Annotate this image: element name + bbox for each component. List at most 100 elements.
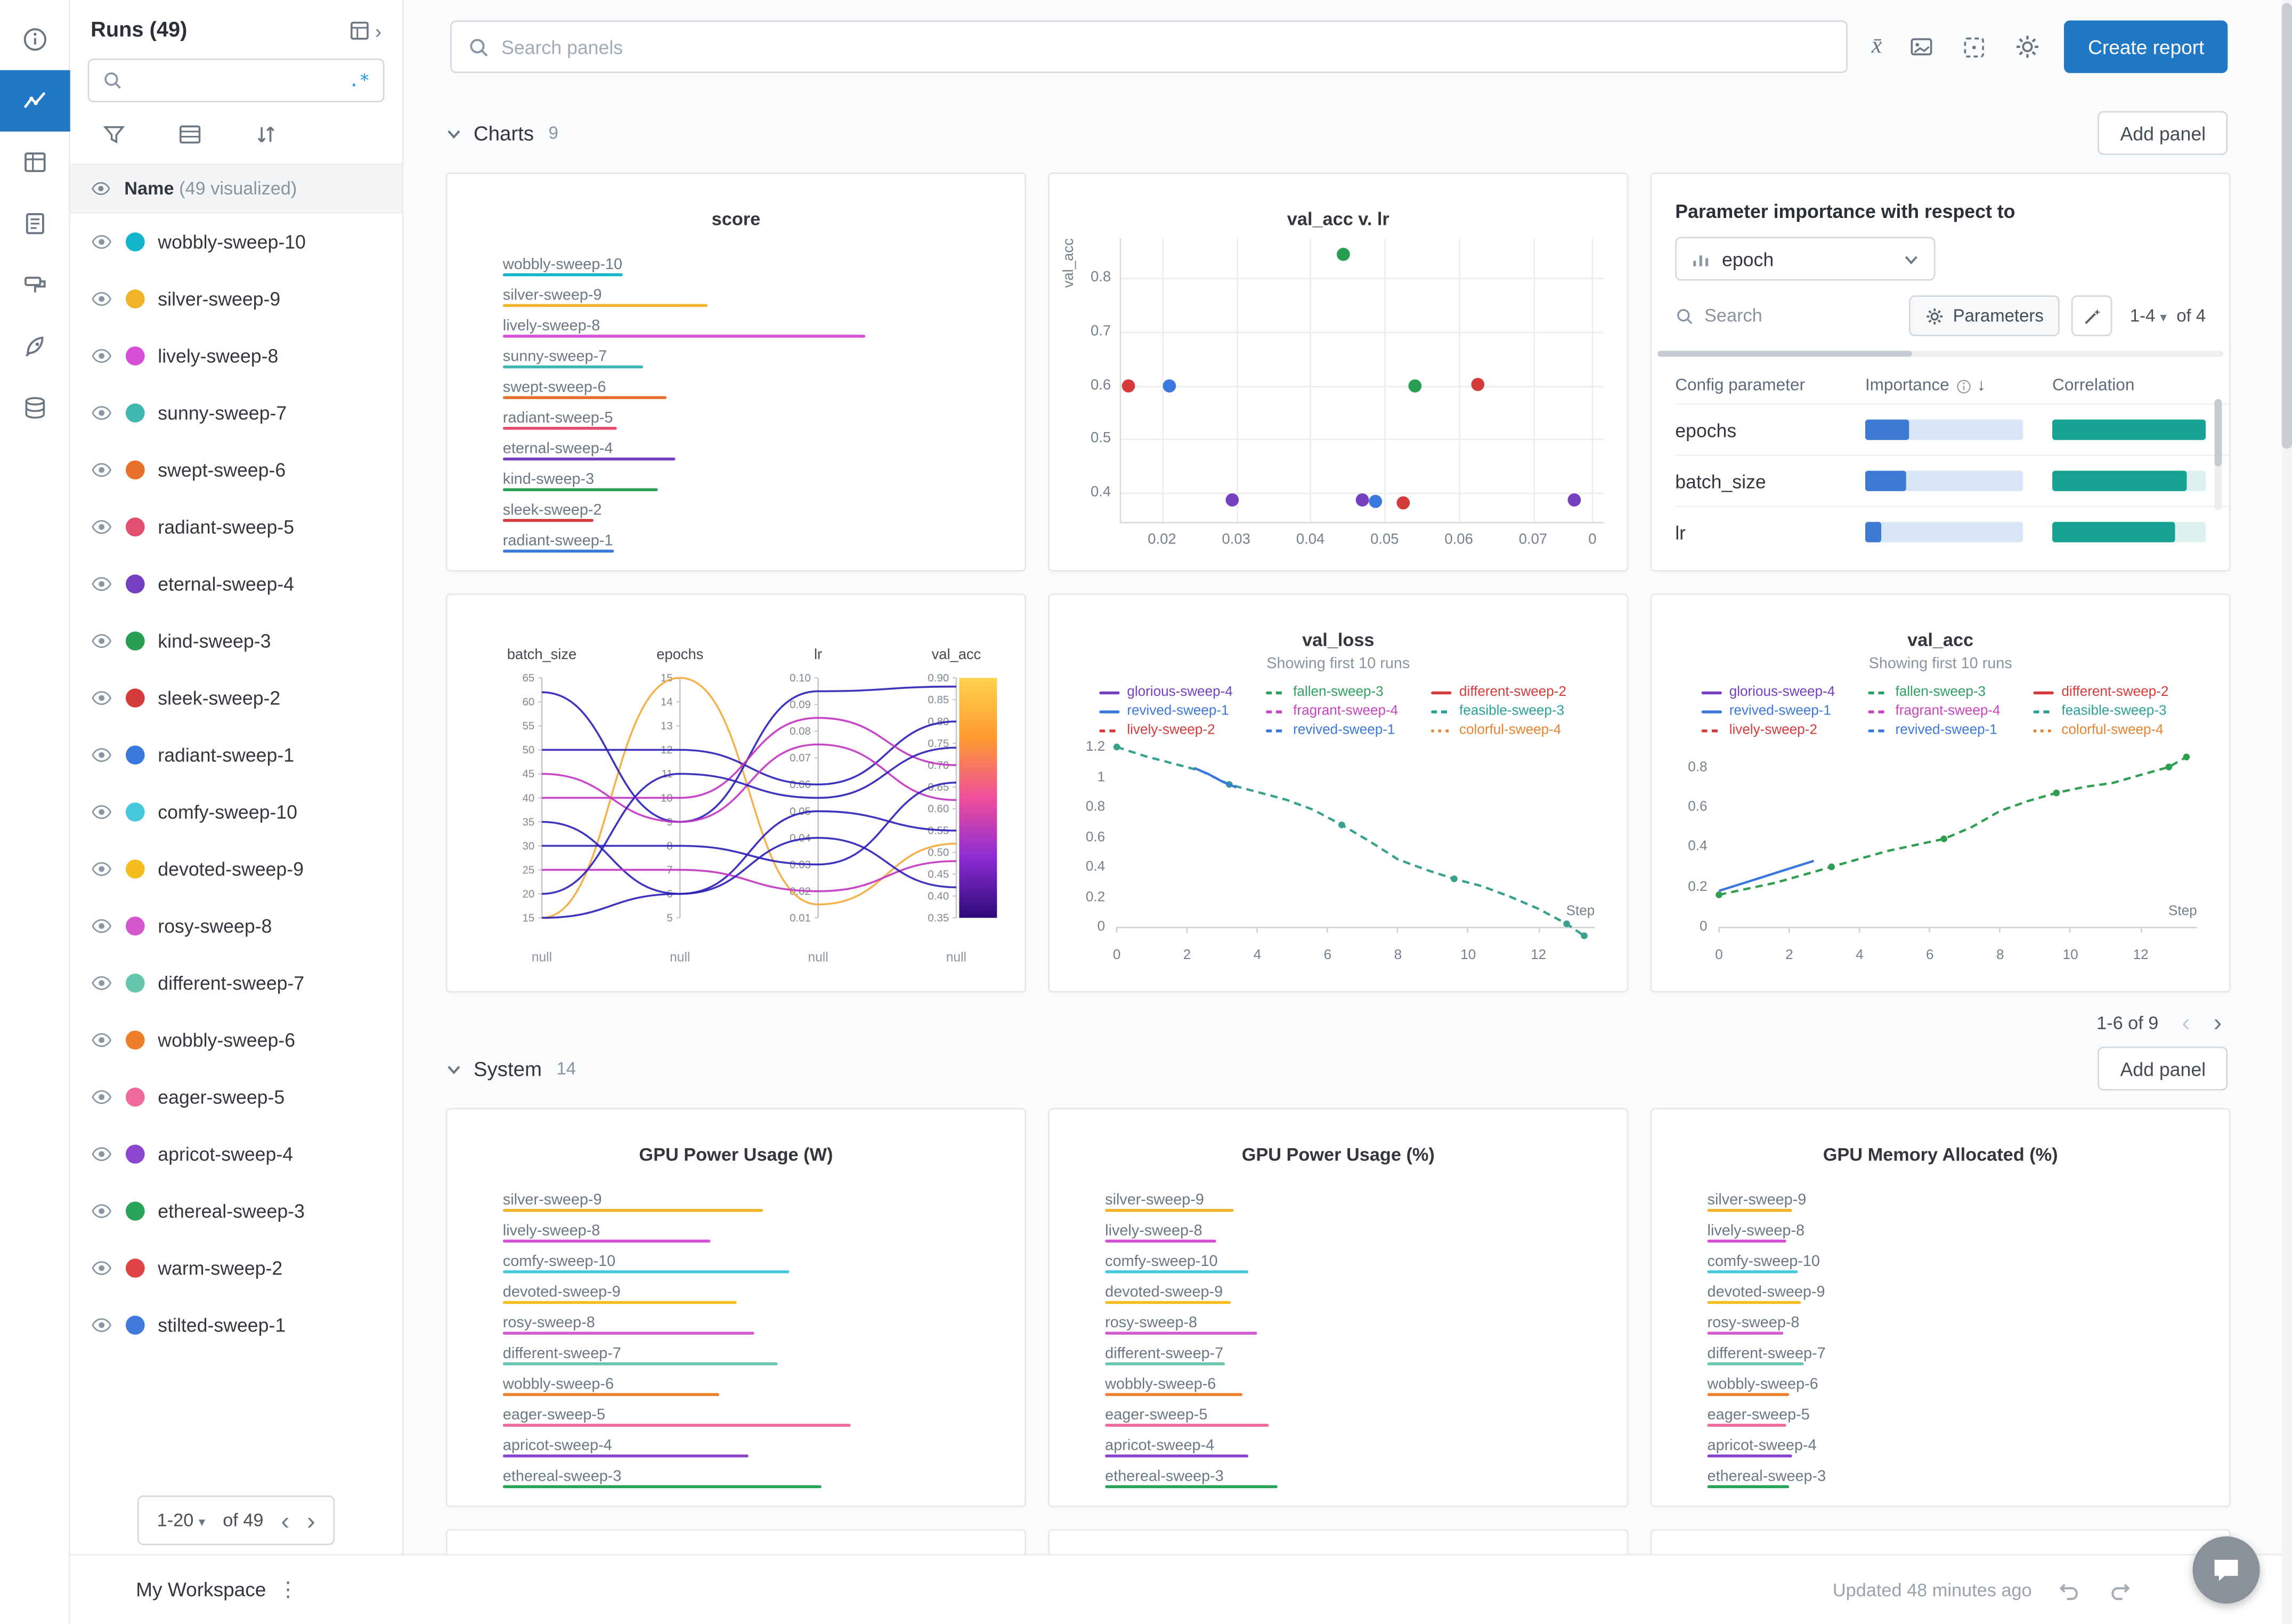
run-row[interactable]: silver-sweep-9 [70, 271, 402, 328]
run-row[interactable]: radiant-sweep-1 [70, 727, 402, 784]
legend-item[interactable]: lively-sweep-8 [502, 1216, 1025, 1247]
next-page-button[interactable]: › [2213, 1009, 2222, 1037]
run-row[interactable]: stilted-sweep-1 [70, 1297, 402, 1354]
legend-item[interactable]: colorful-sweep-4 [2034, 722, 2191, 738]
chevron-down-icon[interactable] [446, 1060, 462, 1076]
legend-item[interactable]: lively-sweep-8 [1105, 1216, 1627, 1247]
magic-wand-icon[interactable] [2071, 295, 2112, 337]
scatter-point[interactable] [1408, 379, 1421, 392]
legend-item[interactable]: wobbly-sweep-6 [502, 1370, 1025, 1401]
legend-item[interactable]: ethereal-sweep-3 [1707, 1462, 2229, 1493]
legend-item[interactable]: different-sweep-2 [1431, 684, 1589, 700]
next-page-button[interactable]: › [306, 1506, 315, 1534]
charts-workspace-icon[interactable] [0, 70, 70, 132]
legend-item[interactable]: swept-sweep-6 [502, 373, 1025, 404]
panel-parameter-importance[interactable]: Parameter importance with respect to epo… [1650, 172, 2231, 572]
legend-item[interactable]: eager-sweep-5 [1707, 1400, 2229, 1431]
col-correlation[interactable]: Correlation [2052, 377, 2135, 395]
create-report-button[interactable]: Create report [2065, 20, 2228, 74]
legend-item[interactable]: glorious-sweep-4 [1701, 684, 1859, 700]
legend-item[interactable]: fragrant-sweep-4 [1867, 703, 2025, 719]
chevron-down-icon[interactable] [446, 125, 462, 141]
sort-icon[interactable] [254, 123, 278, 146]
window-scrollbar[interactable] [2281, 0, 2292, 1624]
horizontal-scrollbar[interactable] [1657, 351, 2224, 357]
run-row[interactable]: lively-sweep-8 [70, 328, 402, 385]
run-row[interactable]: kind-sweep-3 [70, 613, 402, 670]
panel-parallel-coordinates[interactable]: batch_size 65 60 55 50 45 40 35 30 25 20 15 null epoc… [445, 593, 1027, 993]
legend-item[interactable]: glorious-sweep-4 [1099, 684, 1256, 700]
legend-item[interactable]: silver-sweep-9 [1105, 1185, 1627, 1216]
legend-item[interactable]: different-sweep-7 [1105, 1339, 1627, 1370]
visibility-eye-icon[interactable] [91, 288, 112, 310]
panel-gpu-power-pct[interactable]: GPU Power Usage (%) silver-sweep-9 lively… [1048, 1108, 1629, 1507]
legend-item[interactable]: fallen-sweep-3 [1867, 684, 2025, 700]
metric-select[interactable]: epoch [1675, 237, 1936, 281]
select-tool-icon[interactable] [1962, 34, 1987, 59]
run-row[interactable]: wobbly-sweep-6 [70, 1012, 402, 1069]
scatter-point[interactable] [1337, 247, 1351, 261]
scatter-point[interactable] [1163, 380, 1176, 393]
legend-item[interactable]: comfy-sweep-10 [1707, 1247, 2229, 1278]
group-icon[interactable] [178, 123, 202, 146]
kebab-menu-icon[interactable]: ⋮ [278, 1577, 298, 1601]
panel-val-acc[interactable]: val_acc Showing first 10 runs glorious-s… [1650, 593, 2231, 993]
runs-search-input[interactable] [133, 70, 339, 91]
legend-item[interactable]: feasible-sweep-3 [1431, 703, 1589, 719]
run-row[interactable]: ethereal-sweep-3 [70, 1183, 402, 1240]
scatter-point[interactable] [1470, 378, 1484, 392]
run-row[interactable]: swept-sweep-6 [70, 442, 402, 499]
visibility-eye-icon[interactable] [91, 345, 112, 367]
workspace-name[interactable]: My Workspace [136, 1579, 266, 1601]
visibility-eye-icon[interactable] [91, 178, 111, 199]
panel-clipped[interactable] [1048, 1529, 1629, 1556]
runs-table-toggle-icon[interactable] [349, 19, 372, 43]
visibility-eye-icon[interactable] [91, 858, 112, 880]
regex-toggle[interactable]: .* [348, 70, 370, 91]
visibility-eye-icon[interactable] [91, 744, 112, 766]
legend-item[interactable]: comfy-sweep-10 [1105, 1247, 1627, 1278]
legend-item[interactable]: revived-sweep-1 [1867, 722, 2025, 738]
scatter-point[interactable] [1355, 492, 1369, 506]
visibility-eye-icon[interactable] [91, 1029, 112, 1051]
visibility-eye-icon[interactable] [91, 1086, 112, 1108]
legend-item[interactable]: wobbly-sweep-6 [1707, 1370, 2229, 1401]
panel-score[interactable]: score wobbly-sweep-10 silver-sweep-9 livel… [445, 172, 1027, 572]
scrollbar-thumb[interactable] [2281, 3, 2292, 449]
sweeps-icon[interactable] [0, 316, 69, 377]
visibility-eye-icon[interactable] [91, 573, 112, 595]
legend-item[interactable]: silver-sweep-9 [502, 281, 1025, 312]
system-section-title[interactable]: System [473, 1057, 542, 1081]
legend-item[interactable]: revived-sweep-1 [1265, 722, 1423, 738]
scatter-point[interactable] [1225, 493, 1239, 507]
run-row[interactable]: eager-sweep-5 [70, 1069, 402, 1126]
legend-item[interactable]: radiant-sweep-1 [502, 526, 1025, 557]
visibility-eye-icon[interactable] [91, 1257, 112, 1279]
run-row[interactable]: devoted-sweep-9 [70, 841, 402, 898]
page-size-select[interactable]: 1-20 ▾ [157, 1510, 206, 1531]
data-icon[interactable] [0, 377, 69, 439]
visibility-eye-icon[interactable] [91, 915, 112, 937]
scatter-plot[interactable]: 0.8 0.7 0.6 0.5 0.4 0.02 0.03 0.04 0.05 0.06 0.07 0 [1091, 238, 1604, 548]
legend-item[interactable]: rosy-sweep-8 [502, 1309, 1025, 1339]
filter-icon[interactable] [102, 123, 126, 146]
legend-item[interactable]: sleek-sweep-2 [502, 496, 1025, 526]
legend-item[interactable]: lively-sweep-2 [1099, 722, 1256, 738]
legend-item[interactable]: different-sweep-7 [502, 1339, 1025, 1370]
panel-clipped[interactable] [1650, 1529, 2231, 1556]
runs-search-box[interactable]: .* [87, 58, 385, 103]
expand-panel-icon[interactable]: › [375, 20, 382, 42]
legend-item[interactable]: revived-sweep-1 [1099, 703, 1256, 719]
run-row[interactable]: different-sweep-7 [70, 955, 402, 1012]
panel-settings-icon[interactable] [1909, 34, 1935, 59]
legend-item[interactable]: lively-sweep-8 [1707, 1216, 2229, 1247]
legend-item[interactable]: feasible-sweep-3 [2034, 703, 2191, 719]
col-config-parameter[interactable]: Config parameter [1675, 377, 1805, 395]
add-panel-button[interactable]: Add panel [2098, 111, 2228, 155]
visibility-eye-icon[interactable] [91, 801, 112, 823]
scatter-point[interactable] [1121, 379, 1135, 392]
legend-item[interactable]: apricot-sweep-4 [502, 1431, 1025, 1462]
legend-item[interactable]: colorful-sweep-4 [1431, 722, 1589, 738]
visibility-eye-icon[interactable] [91, 630, 112, 652]
legend-item[interactable]: fallen-sweep-3 [1265, 684, 1423, 700]
